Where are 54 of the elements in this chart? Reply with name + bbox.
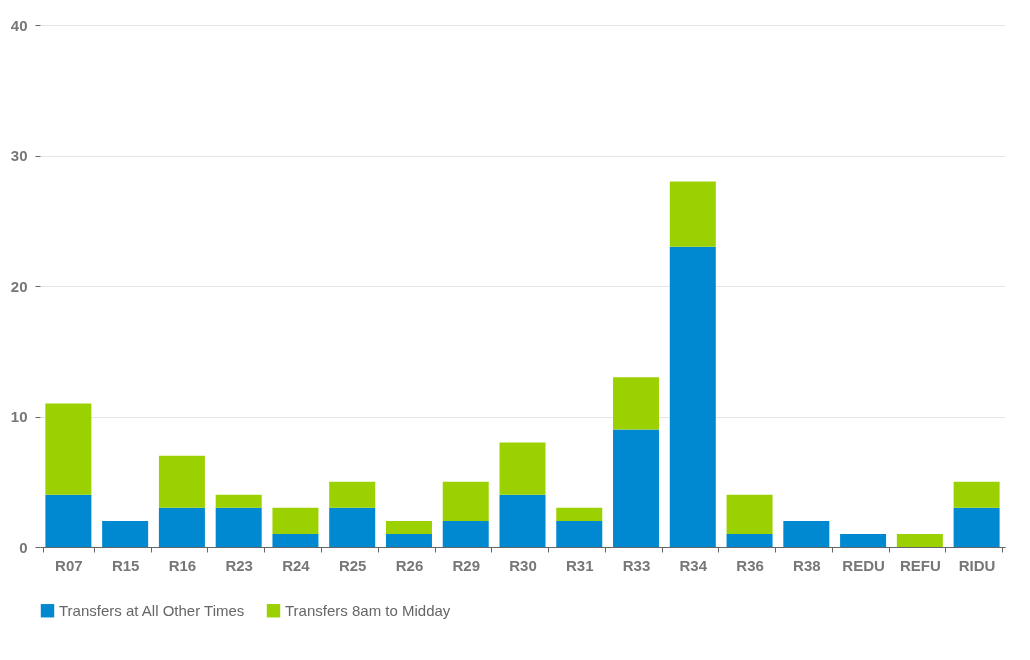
bar: [272, 533, 319, 547]
bar: [329, 481, 376, 508]
x-tick-label: R38: [793, 556, 821, 574]
x-tick-label: R15: [111, 556, 140, 574]
x-tick-label: R33: [622, 556, 651, 574]
bar: [896, 533, 943, 547]
bar: [613, 377, 660, 430]
x-tick-label: R29: [452, 556, 480, 574]
bar: [613, 429, 660, 547]
bar: [272, 507, 319, 534]
bar: [215, 507, 262, 547]
x-tick-label: R30: [509, 556, 537, 574]
y-tick-label: 30: [10, 147, 28, 164]
y-tick-label: 20: [10, 277, 28, 295]
x-tick-label: R26: [395, 556, 424, 574]
x-tick-label: R31: [566, 556, 594, 574]
bar: [953, 481, 1000, 508]
bar: [499, 442, 546, 495]
bar: [669, 181, 716, 247]
bar: [385, 520, 432, 534]
bar: [499, 494, 546, 547]
bar: [158, 455, 205, 508]
legend-label: Transfers 8am to Midday: [285, 601, 451, 619]
bar: [726, 494, 773, 534]
x-tick-label: R07: [55, 556, 83, 574]
bar: [102, 520, 149, 547]
bar: [385, 533, 432, 547]
y-tick-label: 0: [19, 538, 28, 556]
x-tick-label: R25: [338, 556, 367, 574]
bar: [556, 520, 603, 547]
x-tick-label: REDU: [842, 556, 885, 574]
y-tick-label: 40: [10, 16, 28, 34]
x-tick-label: RIDU: [958, 556, 996, 574]
y-tick-label: 10: [10, 408, 28, 425]
bar: [726, 533, 773, 547]
bar: [442, 520, 489, 547]
x-tick-label: R23: [225, 556, 253, 574]
bar: [783, 520, 830, 547]
legend-label: Transfers at All Other Times: [59, 601, 245, 619]
bar: [45, 494, 92, 547]
bar: [840, 533, 887, 547]
x-tick-label: R36: [736, 556, 764, 574]
bar: [556, 507, 603, 521]
bar: [215, 494, 262, 508]
bar: [158, 507, 205, 547]
bar: [329, 507, 376, 547]
x-tick-label: REFU: [899, 556, 941, 574]
bar: [442, 481, 489, 521]
x-tick-label: R16: [168, 556, 197, 574]
x-tick-label: R24: [282, 556, 311, 574]
bar: [45, 403, 92, 495]
bar: [953, 507, 1000, 547]
bar: [669, 246, 716, 547]
x-tick-label: R34: [679, 556, 708, 574]
